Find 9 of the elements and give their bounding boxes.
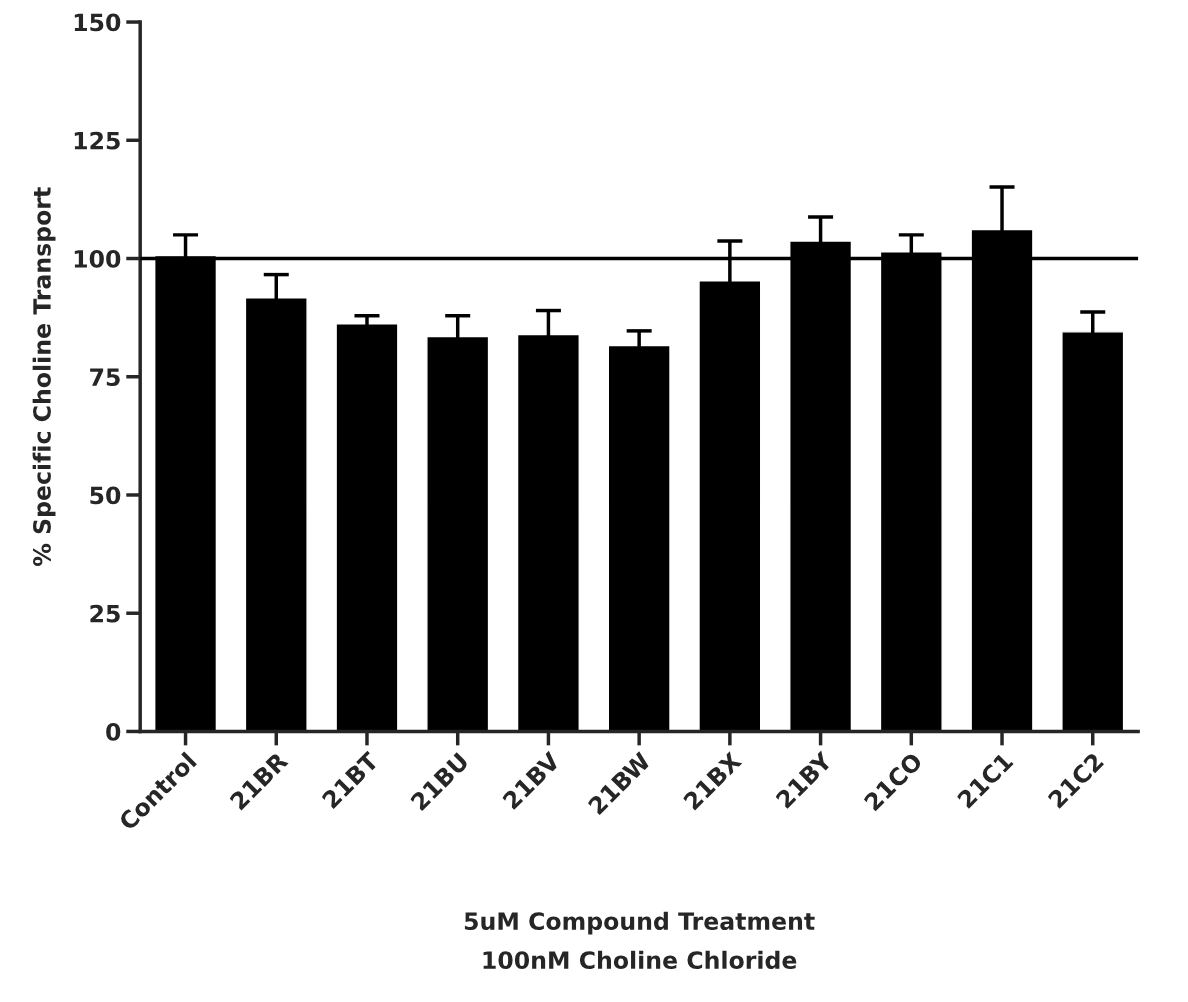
y-tick-label: 100 bbox=[74, 249, 121, 268]
y-axis-title: % Specific Choline Transport bbox=[32, 187, 56, 567]
y-tick-label: 25 bbox=[90, 604, 120, 623]
y-tick-label: 75 bbox=[90, 368, 120, 387]
y-tick-label: 150 bbox=[74, 13, 121, 32]
x-axis-title: 5uM Compound Treatment 100nM Choline Chloride bbox=[464, 911, 815, 970]
y-tick-label: 50 bbox=[90, 486, 121, 505]
y-tick-label: 125 bbox=[74, 131, 120, 150]
y-tick-label: 0 bbox=[106, 722, 121, 741]
